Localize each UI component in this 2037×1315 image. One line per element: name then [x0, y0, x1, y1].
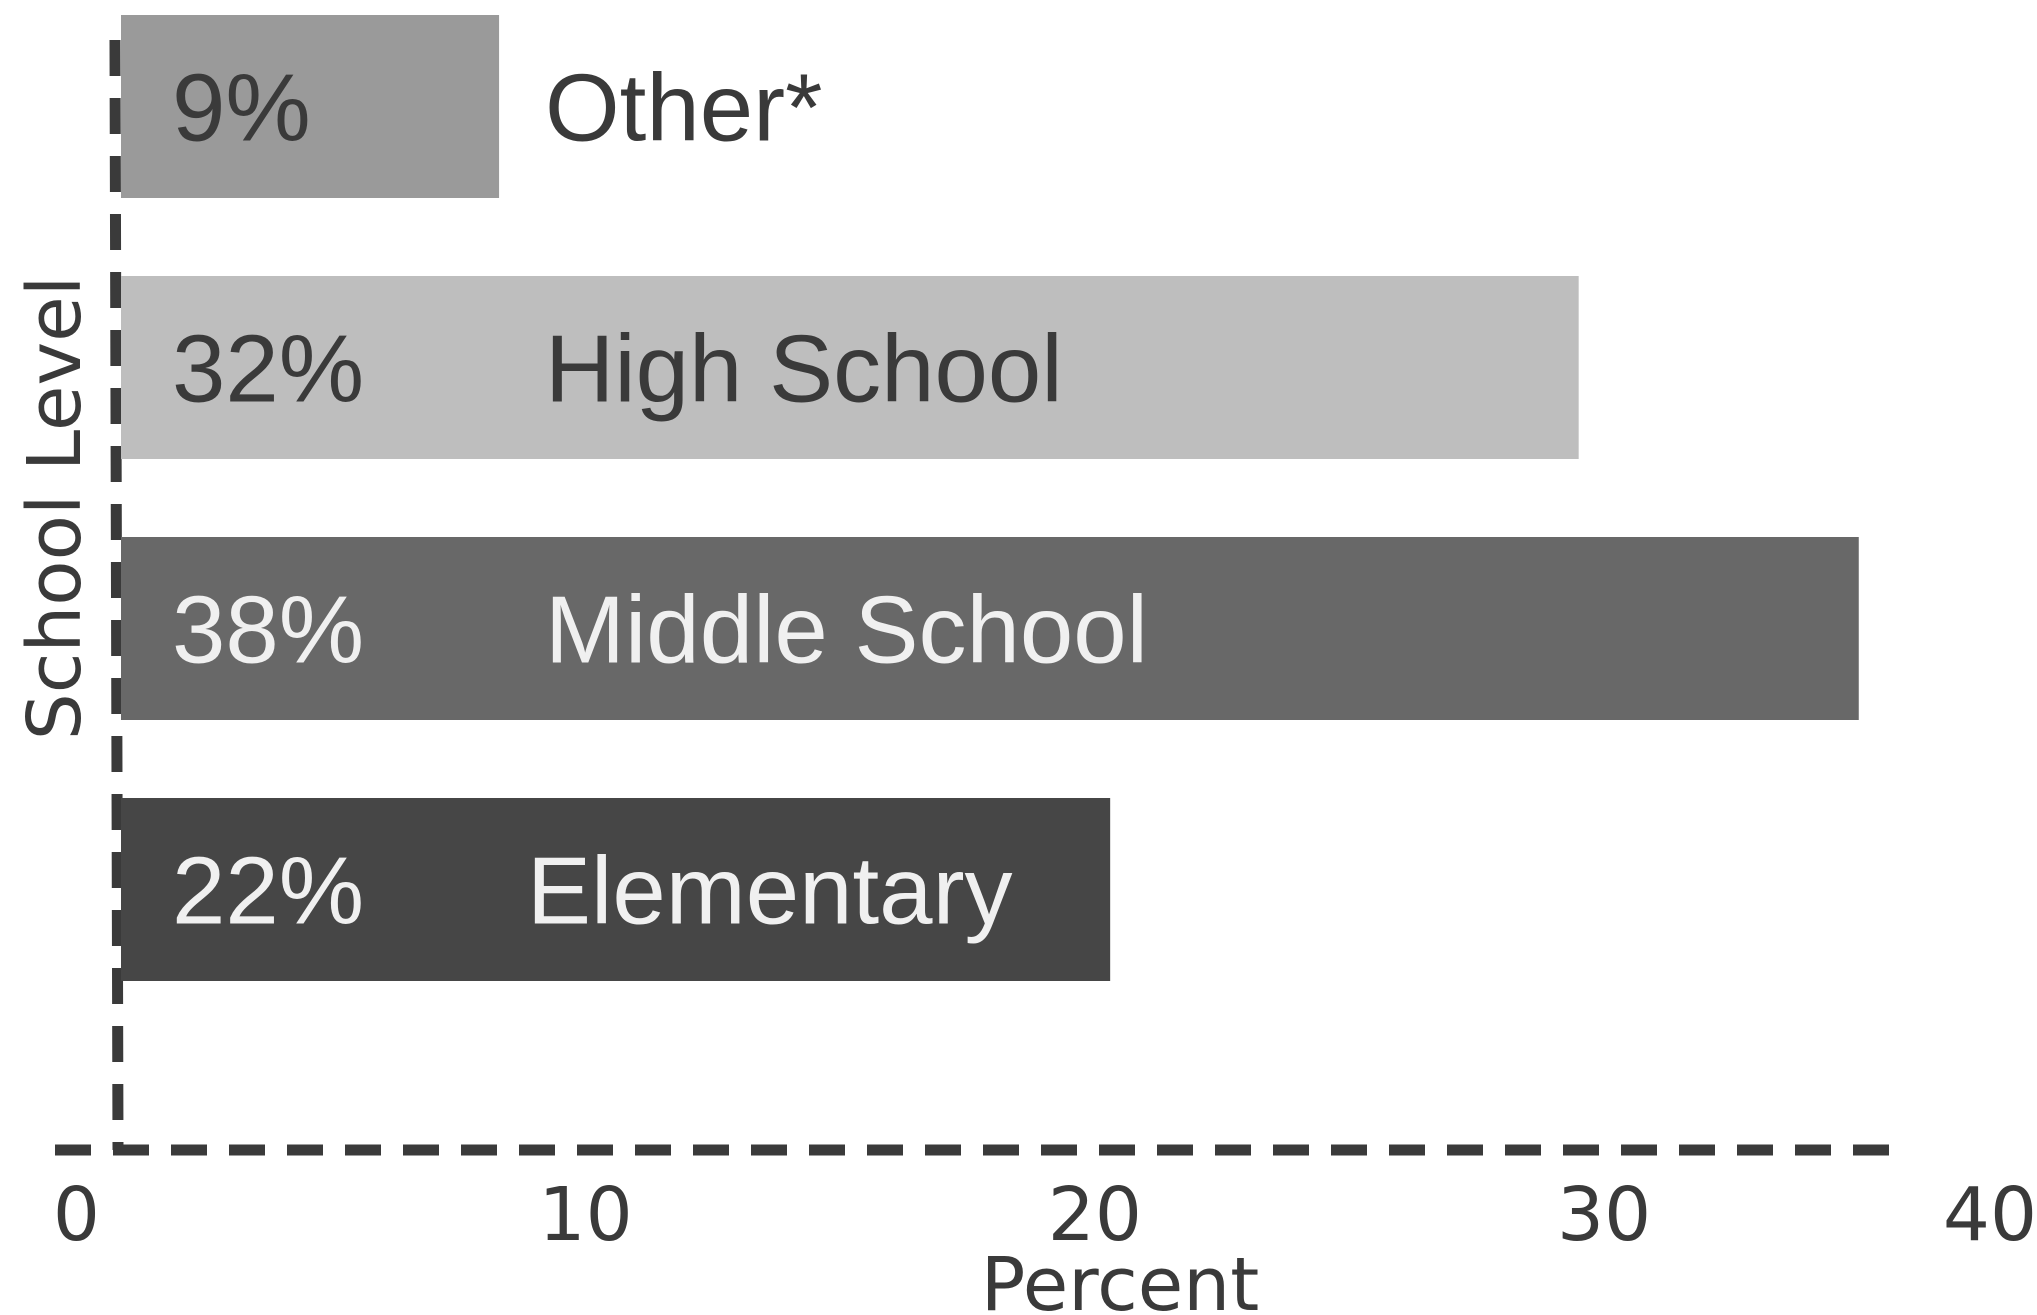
- x-axis-title: Percent: [981, 1242, 1259, 1315]
- category-label-elementary: Elementary: [527, 838, 1013, 945]
- data-label-middle-school: 38%: [172, 577, 364, 684]
- x-tick-label-20: 20: [1048, 1172, 1142, 1258]
- data-label-other: 9%: [172, 55, 311, 162]
- category-label-other: Other*: [545, 55, 822, 162]
- y-axis-line: [109, 39, 124, 1151]
- bar-high-school: [121, 276, 1579, 459]
- bar-elementary: [121, 798, 1111, 981]
- y-axis-title: School Level: [12, 276, 98, 741]
- bar-middle-school: [121, 537, 1859, 720]
- category-label-high-school: High School: [545, 316, 1063, 423]
- data-label-high-school: 32%: [172, 316, 364, 423]
- x-tick-label-40: 40: [1943, 1172, 2037, 1258]
- bar-other: [121, 15, 500, 198]
- x-ticks-group: 0 10 20 30 40: [53, 1172, 2037, 1258]
- x-tick-label-30: 30: [1557, 1172, 1651, 1258]
- data-label-elementary: 22%: [172, 838, 364, 945]
- x-tick-label-10: 10: [539, 1172, 633, 1258]
- category-label-middle-school: Middle School: [545, 577, 1148, 684]
- bars-group: 9% Other* 32% High School 38% Middle School 22…: [121, 15, 1859, 981]
- x-tick-label-0: 0: [53, 1172, 100, 1258]
